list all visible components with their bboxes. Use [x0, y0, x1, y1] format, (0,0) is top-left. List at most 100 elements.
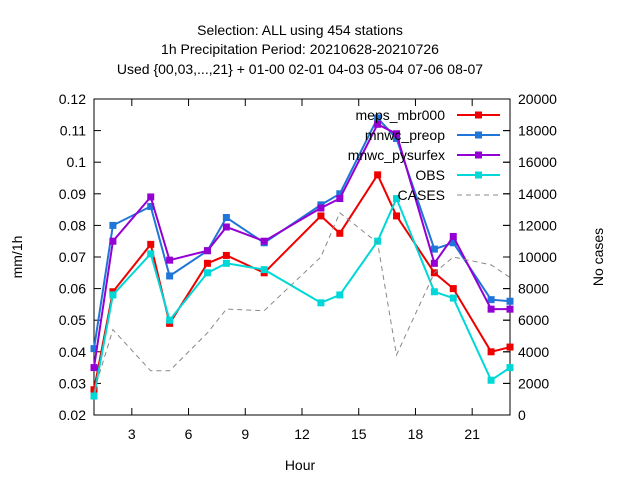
data-point — [430, 288, 438, 296]
legend-marker — [475, 131, 482, 139]
plot-area-border — [93, 98, 511, 416]
data-point — [336, 291, 344, 299]
data-point — [203, 259, 211, 267]
series-cases — [93, 212, 511, 392]
y2-tick-label: 8000 — [518, 281, 549, 297]
legend: meps_mbr000 mnwc_preop mnwc_pysurfex OBS CAS… — [348, 107, 500, 203]
data-point — [449, 285, 457, 293]
data-point — [506, 343, 514, 351]
y2-tick-label: 20000 — [518, 91, 557, 107]
y-tick-label: 0.09 — [59, 186, 86, 202]
data-point — [336, 195, 344, 203]
y2-tick-label: 16000 — [518, 154, 557, 170]
data-point — [393, 195, 401, 203]
data-point — [317, 212, 325, 220]
x-tick-label: 12 — [294, 426, 310, 442]
y-tick-label: 0.1 — [67, 154, 87, 170]
title-line-3: Used {00,03,...,21} + 01-00 02-01 04-03 … — [117, 61, 483, 77]
y2-tick-label: 2000 — [518, 375, 549, 391]
data-point — [374, 237, 382, 245]
y2-tick-label: 12000 — [518, 217, 557, 233]
data-point — [90, 364, 98, 372]
data-point — [222, 214, 230, 221]
series-line — [93, 116, 511, 349]
data-point — [393, 135, 401, 142]
y2-axis-ticks: 0 2000 4000 6000 8000 10000 12000 14000 16000 180… — [503, 91, 557, 423]
data-point — [109, 291, 117, 299]
data-point — [147, 240, 155, 248]
data-point — [506, 305, 514, 313]
data-point — [393, 212, 401, 220]
x-tick-label: 3 — [128, 426, 136, 442]
y-tick-label: 0.06 — [59, 281, 86, 297]
data-point — [487, 305, 495, 313]
data-point — [109, 221, 117, 229]
data-point — [336, 229, 344, 237]
chart-title: Selection: ALL using 454 stations 1h Pre… — [117, 22, 483, 77]
legend-marker — [475, 151, 482, 159]
data-point — [430, 259, 438, 267]
y-tick-label: 0.11 — [60, 123, 86, 139]
y2-tick-label: 18000 — [518, 123, 557, 139]
y-tick-label: 0.07 — [59, 249, 86, 265]
y2-tick-label: 4000 — [518, 344, 549, 360]
legend-label: CASES — [398, 187, 445, 203]
y2-tick-label: 6000 — [518, 312, 549, 328]
data-point — [374, 171, 382, 179]
legend-marker — [475, 111, 482, 119]
y-axis-ticks: 0.02 0.03 0.04 0.05 0.06 0.07 0.08 0.09 0.1 0.11 0… — [59, 91, 510, 423]
x-tick-label: 15 — [351, 426, 367, 442]
y2-axis-label: No cases — [590, 228, 606, 286]
x-axis-ticks: 3 6 9 12 15 18 21 — [128, 99, 480, 442]
x-tick-label: 21 — [464, 426, 480, 442]
data-point — [260, 237, 268, 245]
data-point — [260, 266, 268, 274]
series-mnwc-pysurfex — [90, 120, 514, 372]
data-point — [487, 296, 495, 304]
data-point — [90, 345, 98, 353]
title-line-1: Selection: ALL using 454 stations — [197, 22, 403, 38]
y2-tick-label: 0 — [518, 407, 526, 423]
data-point — [393, 130, 401, 138]
title-line-2: 1h Precipitation Period: 20210628-202107… — [161, 41, 439, 57]
data-point — [222, 259, 230, 267]
y-tick-label: 0.03 — [59, 375, 86, 391]
data-point — [147, 202, 155, 210]
data-point — [109, 237, 117, 245]
y-tick-label: 0.05 — [59, 312, 86, 328]
legend-label: mnwc_pysurfex — [348, 147, 445, 163]
data-point — [506, 297, 514, 305]
series-layer — [90, 114, 514, 400]
data-point — [374, 120, 382, 128]
data-point — [222, 223, 230, 231]
y-tick-label: 0.08 — [59, 217, 86, 233]
series-line — [93, 122, 510, 368]
legend-label: meps_mbr000 — [356, 107, 446, 123]
data-point — [317, 299, 325, 307]
series-obs — [90, 195, 514, 400]
legend-label: mnwc_preop — [365, 127, 445, 143]
data-point — [449, 239, 457, 247]
data-point — [203, 247, 211, 255]
data-point — [90, 392, 98, 400]
y2-tick-label: 14000 — [518, 186, 557, 202]
x-tick-label: 18 — [408, 426, 424, 442]
y-tick-label: 0.04 — [59, 344, 86, 360]
x-axis-label: Hour — [285, 457, 316, 473]
data-point — [203, 269, 211, 277]
data-point — [166, 272, 174, 280]
y-tick-label: 0.02 — [59, 407, 86, 423]
series-line — [93, 212, 511, 392]
y-axis-label: mm/1h — [9, 236, 25, 279]
data-point — [336, 190, 344, 198]
x-tick-label: 6 — [185, 426, 193, 442]
data-point — [449, 294, 457, 302]
data-point — [430, 245, 438, 253]
data-point — [487, 348, 495, 356]
x-tick-label: 9 — [241, 426, 249, 442]
data-point — [166, 256, 174, 264]
y2-tick-label: 10000 — [518, 249, 557, 265]
data-point — [506, 364, 514, 372]
legend-marker — [475, 171, 482, 179]
